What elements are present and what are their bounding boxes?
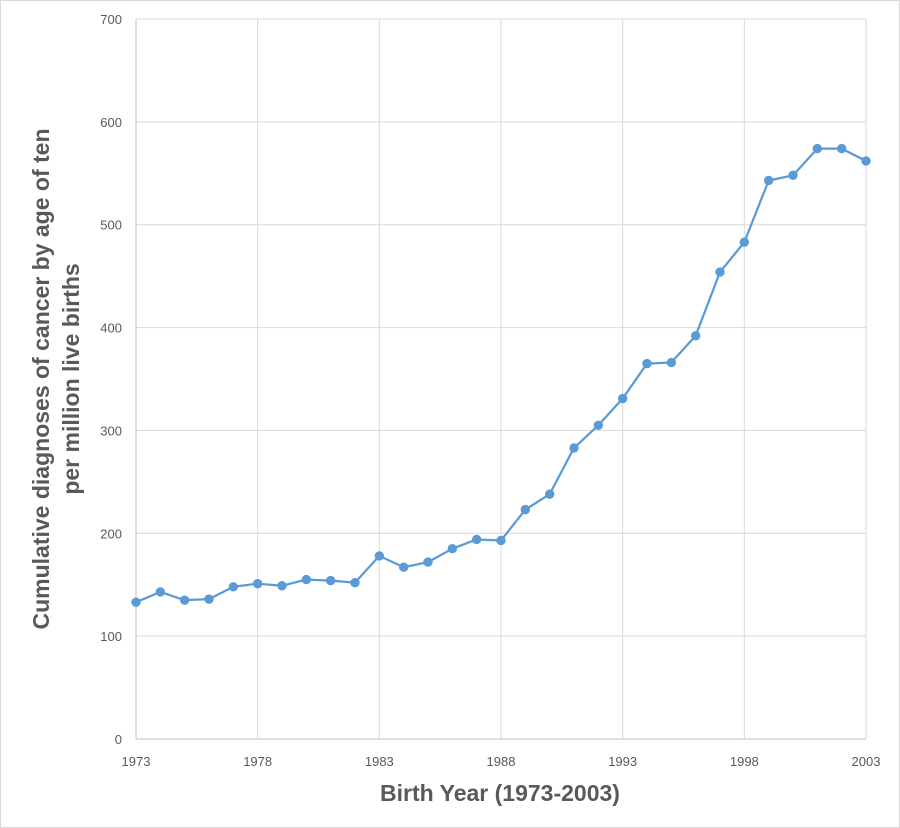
- data-point: [690, 331, 701, 341]
- x-tick-label: 1973: [122, 754, 151, 769]
- data-point: [763, 175, 774, 186]
- data-point: [277, 581, 287, 591]
- data-point: [520, 504, 531, 515]
- data-point: [544, 489, 555, 499]
- data-point: [350, 577, 360, 588]
- x-tick-label: 1988: [487, 754, 516, 769]
- data-point: [617, 393, 628, 404]
- data-point: [374, 551, 385, 561]
- x-tick-label: 1983: [365, 754, 394, 769]
- data-point: [204, 594, 214, 604]
- data-point: [666, 357, 677, 368]
- x-tick-label: 1998: [730, 754, 759, 769]
- x-tick-label: 1993: [608, 754, 637, 769]
- data-point: [179, 595, 190, 605]
- data-point: [569, 443, 579, 453]
- y-tick-label: 400: [100, 321, 122, 336]
- data-point: [812, 143, 823, 154]
- data-point: [496, 535, 506, 546]
- x-tick-label: 2003: [852, 754, 881, 769]
- y-tick-label: 700: [100, 12, 122, 27]
- y-tick-label: 200: [100, 526, 122, 541]
- y-tick-label: 300: [100, 423, 122, 438]
- data-point: [739, 237, 750, 247]
- data-point: [471, 534, 482, 545]
- data-series: [131, 143, 871, 607]
- data-point: [228, 582, 239, 592]
- y-tick-label: 600: [100, 115, 122, 130]
- data-point: [325, 575, 336, 586]
- data-point: [398, 562, 409, 572]
- y-axis-title-line-2: per million live births: [58, 263, 84, 494]
- tick-labels: 0 100 200 300 400 500 600 700 1973 1978 1983 1988 19…: [100, 12, 880, 769]
- gridlines: [136, 18, 867, 739]
- y-tick-label: 100: [100, 629, 122, 644]
- data-point: [447, 544, 458, 554]
- y-tick-label: 0: [115, 732, 122, 747]
- x-axis-title: Birth Year (1973-2003): [380, 780, 620, 806]
- data-point: [301, 574, 312, 585]
- data-point: [788, 170, 798, 181]
- data-point: [252, 578, 263, 589]
- data-point: [155, 587, 166, 597]
- data-point: [715, 267, 725, 277]
- x-tick-label: 1978: [243, 754, 272, 769]
- data-point: [593, 420, 604, 430]
- data-point: [861, 156, 871, 166]
- data-point: [642, 358, 652, 369]
- y-axis-title-line-1: Cumulative diagnoses of cancer by age of…: [28, 128, 54, 629]
- y-tick-label: 500: [100, 218, 122, 233]
- data-point: [836, 143, 847, 154]
- data-point: [423, 557, 433, 567]
- data-point: [131, 597, 141, 607]
- axes: [135, 19, 866, 740]
